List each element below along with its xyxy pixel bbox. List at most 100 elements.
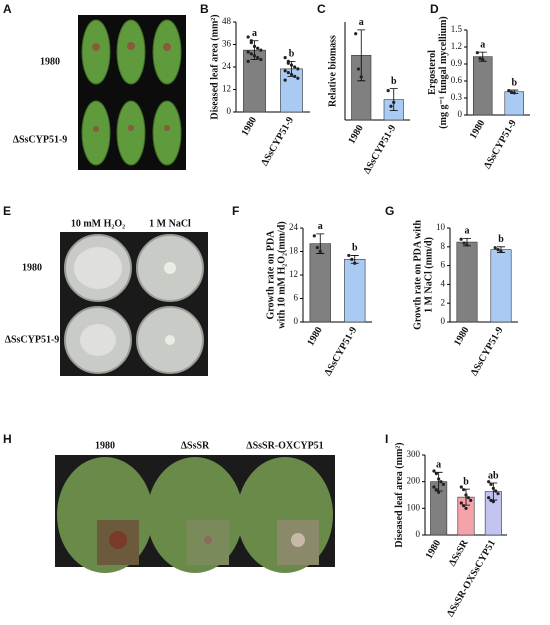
y-tick-label: 24 bbox=[289, 222, 299, 232]
y-tick-label: 8 bbox=[441, 241, 446, 251]
significance-letter: a bbox=[436, 460, 441, 471]
x-tick-label: 1980 bbox=[424, 538, 444, 561]
data-point bbox=[507, 89, 511, 93]
x-tick-label: 1980 bbox=[240, 115, 260, 138]
data-point bbox=[286, 61, 290, 65]
y-axis-label: Relative biomass bbox=[327, 35, 338, 107]
data-point bbox=[434, 488, 438, 492]
y-axis-label: Growth rate on PDA with bbox=[412, 220, 423, 330]
x-tick-label: 1980 bbox=[305, 325, 325, 348]
data-point bbox=[347, 253, 351, 258]
x-tick-label: ΔSsCYP51-9 bbox=[469, 325, 506, 378]
data-point bbox=[286, 71, 290, 75]
y-tick-label: 0 bbox=[227, 106, 232, 116]
data-point bbox=[246, 50, 250, 54]
significance-letter: b bbox=[289, 49, 295, 60]
x-tick-label: 1980 bbox=[468, 118, 488, 141]
data-point bbox=[489, 482, 493, 486]
data-point bbox=[359, 75, 363, 79]
data-point bbox=[459, 237, 463, 241]
data-point bbox=[289, 72, 294, 77]
photo-label: ΔSsCYP51-9 bbox=[13, 134, 68, 145]
panel-letter: F bbox=[232, 204, 239, 218]
x-tick-label: 1980 bbox=[452, 325, 472, 348]
data-point bbox=[437, 490, 441, 494]
data-point bbox=[494, 489, 498, 493]
data-point bbox=[459, 501, 463, 505]
data-point bbox=[437, 477, 441, 481]
data-point bbox=[432, 485, 436, 489]
x-tick-label: 1980 bbox=[346, 123, 366, 146]
y-tick-label: 2 bbox=[441, 297, 446, 307]
y-tick-label: 4 bbox=[441, 278, 446, 288]
bar bbox=[472, 56, 493, 116]
data-point bbox=[249, 39, 253, 43]
data-point bbox=[283, 69, 287, 73]
panel-letter: D bbox=[430, 2, 439, 16]
data-point bbox=[509, 90, 514, 94]
y-tick-label: 0.9 bbox=[451, 58, 463, 68]
panel-letter: C bbox=[317, 2, 326, 16]
data-point bbox=[256, 56, 260, 60]
significance-letter: ab bbox=[488, 470, 499, 481]
data-point bbox=[459, 485, 463, 489]
y-tick-label: 48 bbox=[222, 16, 232, 26]
data-point bbox=[496, 492, 500, 496]
error-bar bbox=[389, 88, 398, 111]
bar bbox=[309, 243, 331, 323]
significance-letter: a bbox=[465, 226, 470, 237]
y-tick-label: 12 bbox=[289, 269, 298, 279]
significance-letter: a bbox=[318, 221, 323, 232]
data-point bbox=[296, 67, 300, 71]
data-point bbox=[259, 57, 263, 62]
y-axis-label: 1 M NaCl (mm/d) bbox=[423, 237, 434, 313]
photo-label: 1980 bbox=[95, 440, 115, 451]
significance-letter: b bbox=[463, 476, 469, 487]
bar bbox=[456, 241, 478, 323]
data-point bbox=[489, 498, 493, 502]
y-tick-label: 6 bbox=[294, 293, 299, 303]
data-point bbox=[283, 78, 287, 82]
significance-letter: b bbox=[498, 234, 504, 245]
data-point bbox=[499, 249, 503, 254]
data-point bbox=[350, 257, 354, 261]
y-tick-label: 200 bbox=[407, 476, 421, 486]
data-point bbox=[462, 241, 466, 245]
data-point bbox=[259, 48, 263, 52]
data-point bbox=[293, 74, 297, 78]
photo-label: 1980 bbox=[40, 56, 60, 67]
significance-letter: a bbox=[252, 28, 257, 39]
data-point bbox=[466, 496, 470, 500]
data-point bbox=[439, 480, 443, 484]
y-axis-label: Diseased leaf area (mm²) bbox=[209, 14, 220, 119]
data-point bbox=[462, 504, 466, 508]
data-point bbox=[252, 44, 257, 48]
photo-label: 10 mM H₂O₂ bbox=[71, 218, 125, 229]
panel-letter: A bbox=[3, 2, 12, 16]
x-tick-label: ΔSsSR-OXSsCYP51 bbox=[445, 538, 498, 619]
photo-label: ΔSsSR bbox=[181, 440, 210, 451]
data-point bbox=[475, 51, 479, 55]
data-point bbox=[386, 89, 390, 93]
y-tick-label: 0 bbox=[458, 109, 463, 119]
data-point bbox=[246, 59, 250, 63]
data-point bbox=[353, 261, 357, 265]
data-point bbox=[392, 100, 396, 104]
data-point bbox=[487, 496, 491, 500]
data-point bbox=[283, 56, 287, 60]
panel-letter: I bbox=[385, 432, 388, 446]
y-axis-label: Ergosterol bbox=[427, 50, 438, 95]
y-axis-label: with 10 mM H₂O₂(mm/d) bbox=[276, 221, 287, 328]
data-point bbox=[289, 63, 294, 67]
data-point bbox=[356, 67, 361, 71]
data-point bbox=[465, 243, 469, 247]
data-point bbox=[491, 486, 495, 490]
data-point bbox=[512, 91, 516, 95]
data-point bbox=[493, 246, 497, 250]
significance-letter: b bbox=[352, 243, 358, 254]
panel-letter: B bbox=[200, 2, 209, 16]
data-point bbox=[434, 472, 438, 476]
y-tick-label: 0 bbox=[441, 316, 446, 326]
